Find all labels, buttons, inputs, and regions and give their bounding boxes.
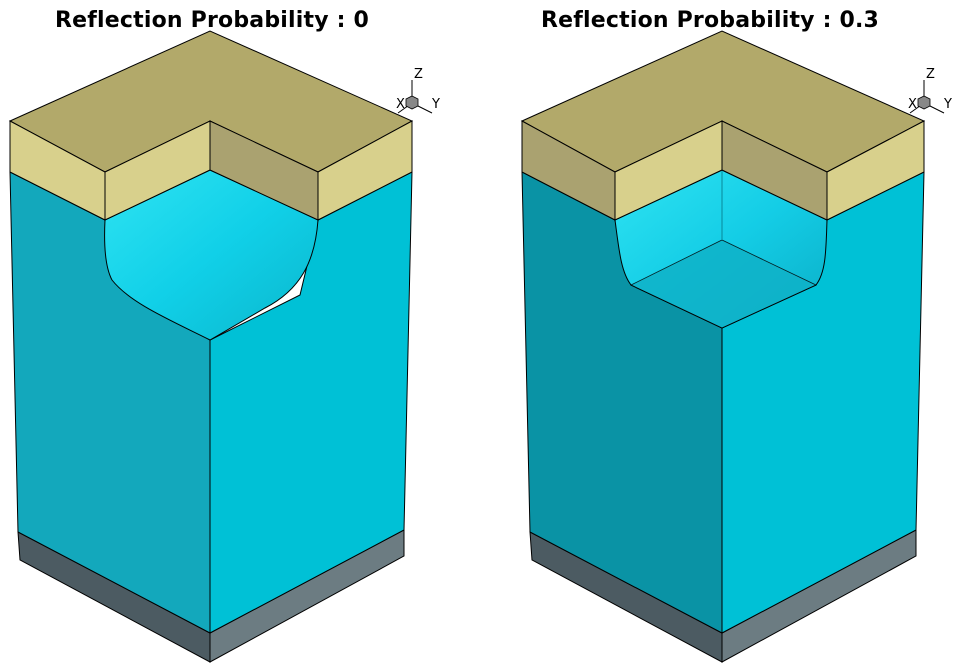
axis-label-y: Y	[431, 97, 440, 112]
simulation-panel-left: Reflection Probability : 0	[0, 0, 480, 669]
axis-triad: Z X Y	[396, 67, 440, 114]
axis-label-z: Z	[414, 67, 423, 82]
simulation-panel-right: Reflection Probability : 0.3	[481, 0, 961, 669]
axis-label-z: Z	[926, 67, 935, 82]
axis-cube-icon	[405, 95, 419, 110]
etched-trench	[104, 169, 319, 341]
panel-title: Reflection Probability : 0.3	[540, 8, 880, 33]
trench-floor	[630, 239, 817, 329]
axis-label-x: X	[908, 97, 917, 112]
mask-front-right-right	[317, 120, 413, 221]
panel-title: Reflection Probability : 0	[55, 8, 369, 33]
mask-front-right-right	[826, 120, 925, 221]
axis-label-y: Y	[943, 97, 952, 112]
axis-cube-icon	[917, 95, 931, 110]
etched-block-3d-view: Z X Y	[520, 30, 952, 663]
axis-label-x: X	[396, 97, 405, 112]
etched-block-3d-view: Z X Y	[8, 30, 440, 663]
axis-triad: Z X Y	[908, 67, 952, 114]
